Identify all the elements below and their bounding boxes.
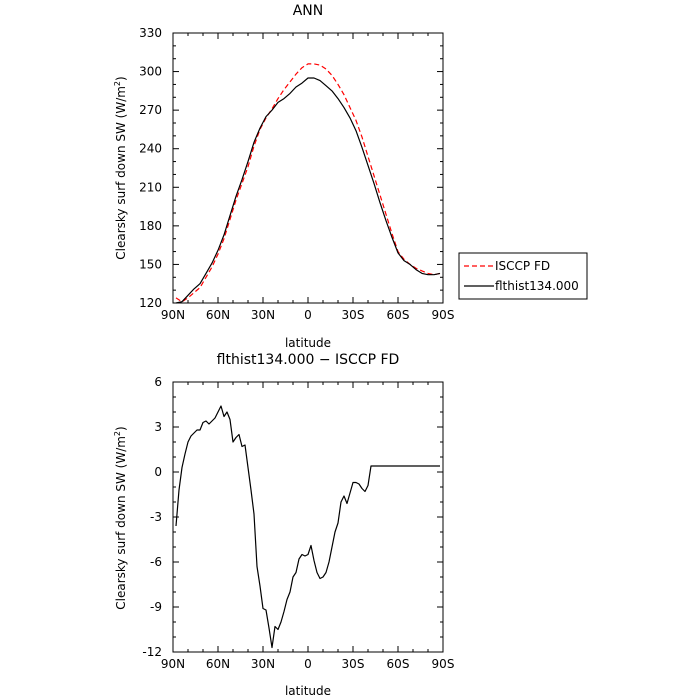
ylabel-sup: 2 [113, 81, 122, 86]
y-tick-label: -12 [142, 645, 162, 659]
y-tick-label: 330 [139, 26, 162, 40]
y-tick-label: 210 [139, 180, 162, 194]
x-tick-label: 30N [251, 657, 275, 671]
legend-label-isccp: ISCCP FD [495, 259, 550, 273]
x-tick-label: 30S [342, 308, 365, 322]
y-tick-label: 300 [139, 65, 162, 79]
chart-top-title: ANN [293, 3, 324, 19]
plot-frame [172, 381, 444, 653]
x-tick-label: 60N [206, 308, 230, 322]
ylabel-main: Clearsky surf down SW (W/m [114, 86, 128, 260]
x-tick-label: 0 [304, 657, 312, 671]
y-tick-label: 120 [139, 296, 162, 310]
y-tick-label: -3 [150, 510, 162, 524]
chart-top-xlabel: latitude [285, 336, 331, 350]
y-tick-label: 240 [139, 142, 162, 156]
series-line-flthist134-000 [175, 77, 441, 304]
x-tick-label: 60S [387, 308, 410, 322]
x-tick-label: 0 [304, 308, 312, 322]
x-tick-label: 30N [251, 308, 275, 322]
series-line-isccp-fd [175, 63, 441, 303]
chart-bottom-ylabel: Clearsky surf down SW (W/m2) [113, 426, 128, 609]
chart-bottom-panel: flthist134.000 − ISCCP FD Clearsky surf … [113, 352, 454, 698]
y-tick-label: 270 [139, 103, 162, 117]
ylabel-end: ) [114, 426, 128, 431]
y-tick-label: -6 [150, 555, 162, 569]
x-tick-label: 90S [432, 657, 455, 671]
legend-box [458, 252, 588, 300]
x-tick-label: 90N [161, 657, 185, 671]
chart-top-ylabel: Clearsky surf down SW (W/m2) [113, 76, 128, 259]
series-line-difference [175, 405, 440, 649]
y-tick-label: 0 [154, 465, 162, 479]
ylabel-main: Clearsky surf down SW (W/m [114, 436, 128, 610]
ylabel-sup: 2 [113, 431, 122, 436]
y-tick-label: 6 [154, 375, 162, 389]
svg-text:Clearsky surf down SW (W/m2): Clearsky surf down SW (W/m2) [113, 426, 128, 609]
y-tick-label: -9 [150, 600, 162, 614]
chart-bottom-xlabel: latitude [285, 684, 331, 698]
y-tick-label: 3 [154, 420, 162, 434]
y-tick-label: 150 [139, 257, 162, 271]
y-tick-label: 180 [139, 219, 162, 233]
x-tick-label: 60N [206, 657, 230, 671]
chart-top-panel: ANN Clearsky surf down SW (W/m2) latitud… [113, 3, 588, 350]
chart-bottom-title: flthist134.000 − ISCCP FD [217, 352, 400, 368]
x-tick-label: 30S [342, 657, 365, 671]
x-tick-label: 90S [432, 308, 455, 322]
x-tick-label: 90N [161, 308, 185, 322]
x-tick-label: 60S [387, 657, 410, 671]
svg-text:Clearsky surf down SW (W/m2): Clearsky surf down SW (W/m2) [113, 76, 128, 259]
ylabel-end: ) [114, 76, 128, 81]
chart-top-legend: ISCCP FD flthist134.000 [458, 252, 588, 300]
legend-label-flthist: flthist134.000 [495, 279, 579, 293]
